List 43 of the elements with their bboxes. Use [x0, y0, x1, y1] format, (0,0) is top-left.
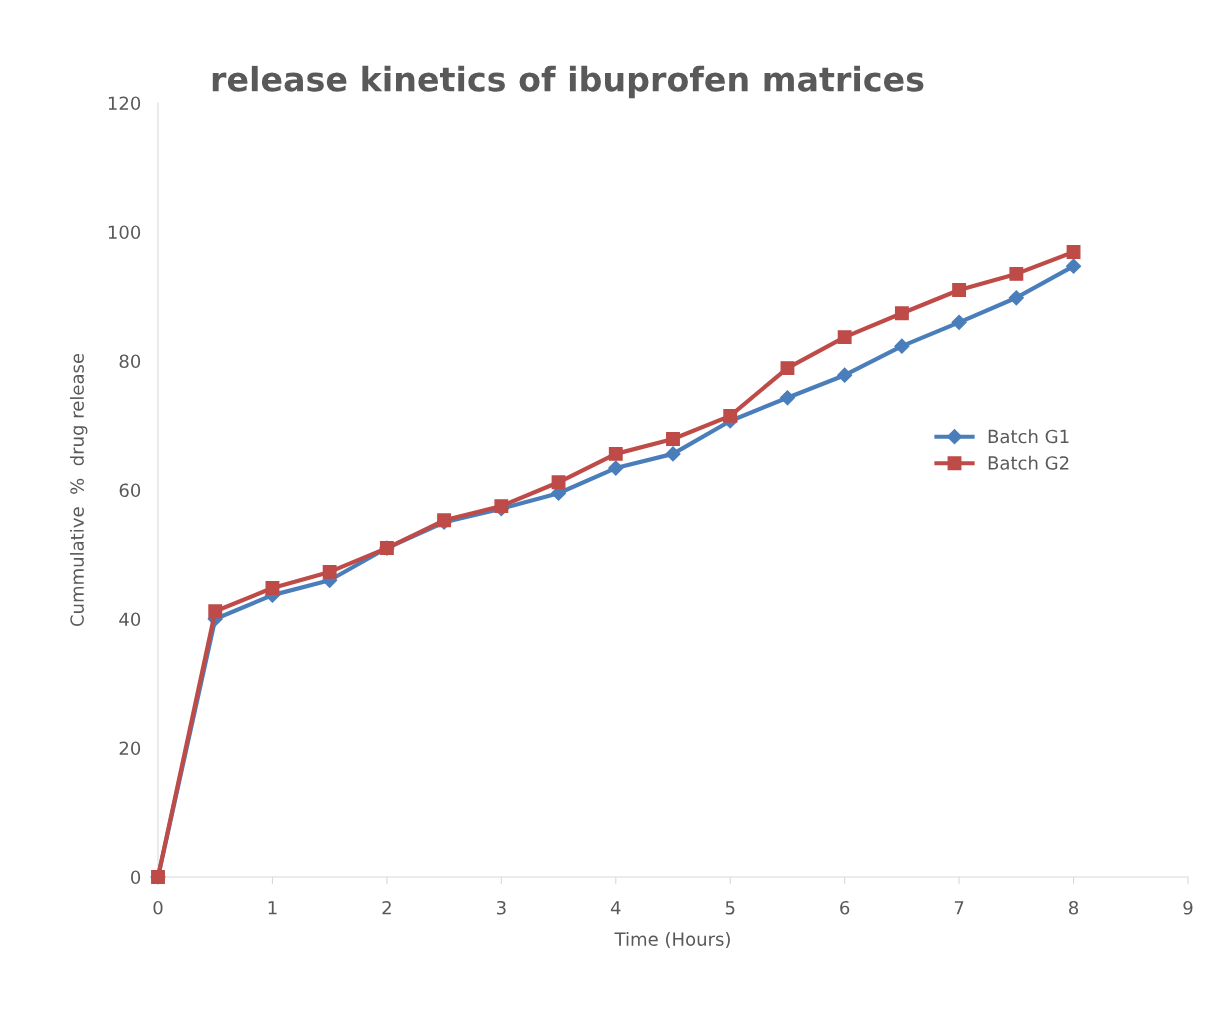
point [779, 390, 796, 406]
point [837, 330, 852, 345]
point [952, 283, 967, 297]
x-tick-label: 5 [725, 901, 735, 915]
point [208, 604, 223, 619]
point [666, 432, 680, 446]
point [265, 581, 280, 595]
point [1065, 258, 1082, 274]
y-tick-label: 100 [108, 225, 141, 240]
y-tick-label: 0 [131, 870, 141, 885]
point [322, 564, 337, 579]
y-tick-label: 80 [119, 354, 141, 369]
x-tick-label: 0 [153, 900, 163, 915]
x-tick-label: 7 [954, 901, 964, 915]
y-tick-label: 40 [119, 612, 141, 627]
x-tick-label: 3 [496, 900, 506, 915]
x-tick-label: 4 [610, 901, 621, 915]
legend-label: Batch G1 [988, 429, 1069, 444]
point [723, 408, 738, 423]
x-tick-label: 1 [268, 901, 277, 915]
x-tick-label: 6 [840, 900, 850, 915]
point [837, 367, 853, 383]
point [608, 446, 623, 461]
point [894, 306, 909, 321]
point [894, 338, 910, 354]
y-tick-label: 60 [119, 483, 141, 498]
point [1009, 266, 1024, 281]
x-tick-label: 2 [382, 900, 391, 915]
y-tick-label: 120 [108, 96, 141, 111]
chart-title: release kinetics of ibuprofen matrices [212, 65, 924, 99]
point [551, 475, 566, 490]
y-axis-title: Cummulative % drug release [69, 353, 88, 627]
point [608, 460, 624, 476]
point [1066, 245, 1081, 259]
point [780, 361, 795, 376]
point [1008, 290, 1024, 306]
x-tick-label: 9 [1183, 900, 1193, 915]
point [951, 314, 967, 330]
point [665, 446, 681, 462]
x-axis-title: Time (Hours) [614, 931, 730, 949]
y-tick-label: 20 [119, 741, 141, 756]
legend-label: Batch G2 [988, 455, 1069, 470]
x-tick-label: 8 [1069, 900, 1079, 915]
